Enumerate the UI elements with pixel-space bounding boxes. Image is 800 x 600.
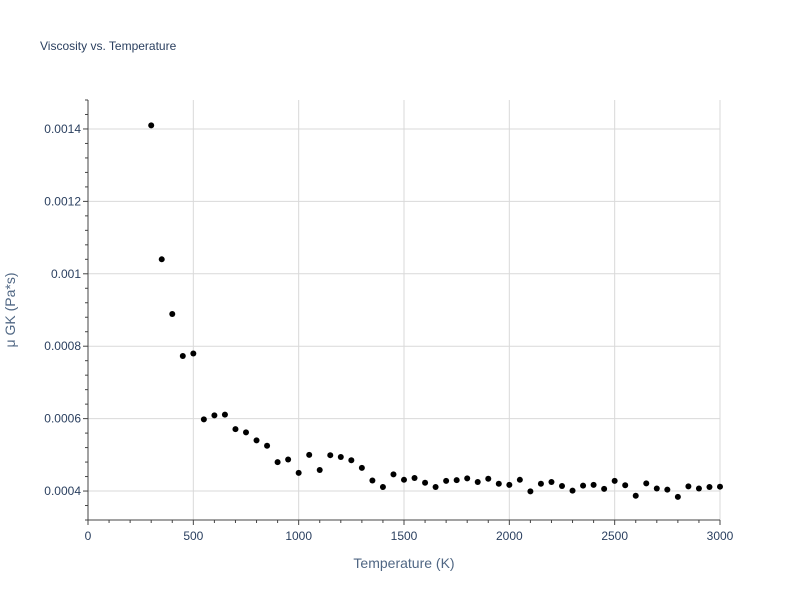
x-tick-label: 0 bbox=[85, 529, 92, 543]
data-point bbox=[717, 483, 723, 490]
data-point bbox=[306, 451, 313, 458]
data-point bbox=[580, 482, 587, 489]
data-point bbox=[316, 467, 323, 474]
y-tick-label: 0.0008 bbox=[44, 339, 81, 353]
x-tick-label: 500 bbox=[183, 529, 203, 543]
data-point bbox=[148, 122, 155, 129]
data-point bbox=[274, 459, 281, 466]
y-tick-label: 0.0014 bbox=[44, 122, 81, 136]
x-tick-label: 3000 bbox=[707, 529, 734, 543]
data-point bbox=[653, 485, 660, 492]
x-tick-label: 1500 bbox=[391, 529, 418, 543]
data-point bbox=[643, 480, 650, 487]
data-point bbox=[453, 477, 460, 484]
data-point bbox=[285, 456, 292, 463]
data-point bbox=[601, 485, 608, 492]
data-point bbox=[369, 477, 376, 484]
data-point bbox=[569, 487, 576, 494]
data-point bbox=[611, 477, 618, 484]
x-tick-label: 1000 bbox=[285, 529, 312, 543]
data-points bbox=[148, 122, 723, 500]
grid-lines bbox=[88, 100, 721, 520]
data-point bbox=[474, 478, 481, 485]
y-tick-label: 0.001 bbox=[51, 267, 81, 281]
data-point bbox=[179, 352, 186, 359]
data-point bbox=[169, 310, 176, 317]
data-point bbox=[211, 412, 218, 419]
data-point bbox=[243, 429, 249, 436]
data-point bbox=[411, 475, 418, 481]
data-point bbox=[190, 350, 197, 357]
data-point bbox=[358, 464, 365, 471]
data-point bbox=[200, 416, 207, 423]
y-tick-label: 0.0012 bbox=[44, 194, 81, 208]
data-point bbox=[432, 484, 439, 491]
data-point bbox=[422, 479, 429, 486]
x-axis-label: Temperature (K) bbox=[353, 555, 454, 571]
data-point bbox=[537, 480, 544, 487]
data-point bbox=[379, 484, 386, 491]
y-tick-label: 0.0006 bbox=[44, 412, 81, 426]
data-point bbox=[506, 481, 513, 488]
data-point bbox=[158, 256, 165, 263]
data-point bbox=[232, 426, 239, 433]
data-point bbox=[464, 475, 471, 482]
data-point bbox=[495, 480, 502, 487]
data-point bbox=[706, 484, 713, 491]
data-point bbox=[527, 488, 534, 495]
data-point bbox=[632, 492, 639, 499]
x-tick-label: 2500 bbox=[601, 529, 628, 543]
y-axis-label: μ GK (Pa*s) bbox=[2, 273, 18, 348]
data-point bbox=[548, 478, 555, 485]
x-tick-label: 2000 bbox=[496, 529, 523, 543]
data-point bbox=[401, 476, 407, 483]
data-point bbox=[390, 471, 397, 478]
data-point bbox=[559, 482, 565, 489]
data-point bbox=[221, 411, 228, 418]
data-point bbox=[664, 486, 671, 493]
data-point bbox=[295, 469, 302, 476]
data-point bbox=[337, 454, 344, 460]
data-point bbox=[695, 485, 702, 492]
data-point bbox=[590, 481, 597, 488]
axes: 0.0004 0.0006 0.0008 0.001 0.0012 0.0014 0 500 1… bbox=[44, 99, 734, 543]
y-tick-label: 0.0004 bbox=[44, 484, 81, 498]
data-point bbox=[674, 493, 681, 500]
data-point bbox=[253, 437, 260, 444]
chart-title: Viscosity vs. Temperature bbox=[40, 39, 177, 53]
data-point bbox=[443, 477, 450, 484]
data-point bbox=[327, 452, 334, 459]
data-point bbox=[264, 442, 271, 449]
data-point bbox=[348, 457, 355, 464]
data-point bbox=[516, 476, 523, 483]
data-point bbox=[485, 475, 492, 482]
data-point bbox=[622, 482, 629, 489]
data-point bbox=[685, 483, 692, 490]
